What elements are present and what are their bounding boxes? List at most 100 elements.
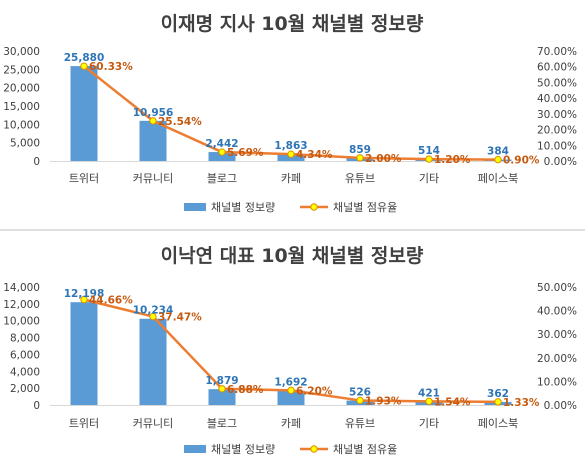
bar [139,120,167,161]
x-category-label: 기타 [419,417,439,430]
y-left-tick-label: 15,000 [3,101,40,113]
y-left-tick-label: 10,000 [3,119,40,131]
bar-value-label: 859 [349,144,371,156]
y-right-tick-label: 30.00% [537,109,577,121]
bar [277,390,305,405]
y-right-tick-label: 40.00% [537,306,577,318]
legend-marker-swatch [310,203,318,211]
share-value-label: 4.34% [296,149,333,161]
legend-label-bars: 채널별 정보량 [211,201,275,214]
share-value-label: 5.69% [227,147,264,159]
share-marker [494,398,502,406]
y-left-tick-label: 4,000 [10,366,40,378]
share-value-label: 1.54% [434,396,471,408]
share-marker [218,385,226,393]
share-marker [494,155,502,164]
x-category-label: 페이스북 [478,417,518,430]
share-marker [80,62,88,70]
bar-value-label: 25,880 [64,52,105,64]
y-right-tick-label: 0.00% [544,400,577,412]
share-value-label: 1.33% [503,397,540,409]
legend-label-line: 채널별 점유율 [333,443,397,456]
bar [208,389,236,405]
legend-label-line: 채널별 점유율 [333,201,397,214]
x-category-label: 트위터 [69,172,99,185]
share-value-label: 1.20% [434,154,471,166]
x-category-label: 블로그 [207,417,237,430]
x-category-label: 유튜브 [345,172,375,185]
y-right-tick-label: 60.00% [537,62,577,74]
chart-panel-2: 이낙연 대표 10월 채널별 정보량 0 2,000 4,000 6,000 8,000 1… [3,245,577,456]
y-left-tick-label: 12,000 [3,299,40,311]
chart-title: 이재명 지사 10월 채널별 정보량 [161,13,424,35]
x-category-label: 커뮤니티 [133,172,173,185]
bar [208,152,236,161]
share-value-label: 6.88% [227,384,264,396]
share-marker [425,397,433,406]
y-left-tick-label: 6,000 [10,349,40,361]
bar [139,318,167,405]
y-left-tick-label: 2,000 [10,383,40,395]
y-left-tick-label: 25,000 [3,64,40,76]
share-marker [356,154,364,162]
share-value-label: 0.90% [503,155,540,167]
y-left-tick-label: 14,000 [3,282,40,294]
bar-value-label: 10,234 [133,305,174,317]
y-left-tick-label: 0 [33,156,40,168]
share-marker [149,117,157,125]
bar-value-label: 1,863 [274,140,307,152]
x-category-label: 블로그 [207,172,237,185]
y-left-tick-label: 20,000 [3,83,40,95]
y-right-tick-label: 30.00% [537,329,577,341]
y-left-tick-label: 5,000 [10,138,40,150]
chart-title: 이낙연 대표 10월 채널별 정보량 [161,245,424,267]
share-marker [287,150,295,158]
share-value-label: 6.20% [296,385,333,397]
bar-value-label: 1,692 [274,377,307,389]
bar-value-label: 2,442 [205,138,238,150]
y-left-tick-label: 30,000 [3,46,40,58]
y-right-tick-label: 50.00% [537,77,577,89]
legend: 채널별 정보량 채널별 점유율 [184,443,397,456]
x-category-label: 페이스북 [478,172,518,185]
y-right-tick-label: 10.00% [537,376,577,388]
y-right-tick-label: 20.00% [537,125,577,137]
bar [70,66,98,161]
share-marker [218,148,226,156]
share-value-label: 60.33% [89,61,133,73]
x-category-label: 카페 [281,172,301,185]
y-right-tick-label: 0.00% [544,156,577,168]
share-value-label: 1.93% [365,395,402,407]
share-value-label: 25.54% [158,116,202,128]
x-category-label: 트위터 [69,417,99,430]
bar-value-label: 10,956 [133,107,174,119]
legend-bar-swatch [184,203,206,211]
bar-value-label: 362 [487,388,509,400]
bar-value-label: 526 [349,387,371,399]
y-left-tick-label: 0 [33,400,40,412]
y-right-tick-label: 50.00% [537,282,577,294]
share-value-label: 37.47% [158,312,202,324]
y-left-tick-label: 10,000 [3,316,40,328]
share-marker [356,396,364,405]
legend-marker-swatch [310,445,318,453]
share-marker [287,386,295,395]
y-right-tick-label: 40.00% [537,93,577,105]
legend-bar-swatch [184,445,206,453]
x-category-label: 카페 [281,417,301,430]
bar-value-label: 12,198 [64,288,105,300]
share-marker [425,155,433,163]
x-category-label: 유튜브 [345,417,375,430]
y-left-tick-label: 8,000 [10,333,40,345]
bar-value-label: 421 [418,387,440,399]
y-right-tick-label: 20.00% [537,353,577,365]
share-value-label: 44.66% [89,295,133,307]
share-marker [80,295,88,304]
share-marker [149,312,157,321]
y-right-tick-label: 70.00% [537,46,577,58]
bar-value-label: 514 [418,145,440,157]
y-right-tick-label: 10.00% [537,140,577,152]
bar-value-label: 1,879 [205,375,238,387]
legend: 채널별 정보량 채널별 점유율 [184,201,397,214]
